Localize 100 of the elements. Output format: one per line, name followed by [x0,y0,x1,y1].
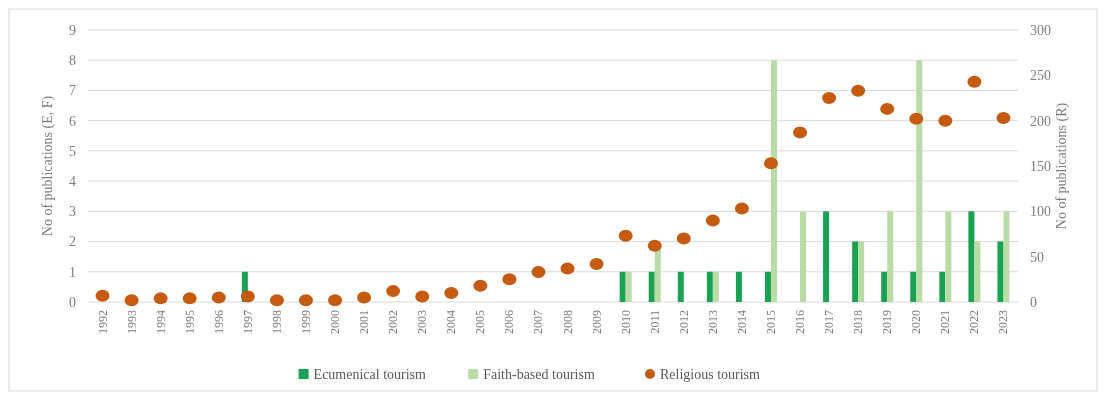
bar [1003,211,1010,302]
x-tick-label: 1998 [269,310,284,334]
y2-tick-label: 250 [1030,68,1051,84]
x-tick-label: 2000 [328,310,343,334]
point [618,229,633,242]
y-tick-label: 5 [69,143,76,159]
x-tick-label: 2007 [531,310,546,334]
x-tick-label: 2008 [560,310,575,334]
point [444,286,459,299]
point [269,294,284,307]
x-tick-label: 2010 [618,310,633,334]
point [793,126,808,139]
x-tick-label: 2017 [822,310,837,334]
point [153,292,168,305]
bar [625,271,632,302]
x-tick-label: 2011 [647,310,662,334]
bar [619,271,626,302]
point [705,214,720,227]
legend-label: Ecumenical tourism [313,366,427,382]
x-tick-label: 2013 [705,310,720,334]
x-tick-label: 1995 [182,310,197,334]
y-tick-label: 3 [69,204,76,220]
point [909,112,924,125]
bar [916,60,923,302]
y2-tick-label: 300 [1030,22,1051,38]
x-tick-label: 1992 [95,310,110,334]
point [734,202,749,215]
bar [968,211,975,302]
bar [770,60,777,302]
point [938,114,953,127]
y2-tick-label: 0 [1030,294,1037,310]
bar [735,271,742,302]
x-tick-label: 2022 [967,310,982,334]
y-tick-label: 7 [69,83,76,99]
y2-tick-label: 100 [1030,204,1051,220]
bar [939,271,946,302]
point [676,232,691,245]
bar [945,211,952,302]
bar [764,271,771,302]
x-tick-label: 2021 [938,310,953,334]
point [415,290,430,303]
point [328,294,343,307]
x-tick-label: 2014 [734,310,749,334]
point [996,111,1011,124]
y-tick-label: 2 [69,234,76,250]
legend-label: Faith-based tourism [483,366,595,382]
point [967,75,982,88]
bar [858,241,865,302]
point [851,84,866,97]
x-tick-label: 2006 [502,310,517,334]
bar [800,211,807,302]
point [298,294,313,307]
bar [648,271,655,302]
y-tick-label: 6 [69,113,76,129]
x-tick-label: 2003 [415,310,430,334]
point [560,262,575,275]
y-tick-label: 8 [69,53,76,69]
bar [852,241,859,302]
bar [677,271,684,302]
y-tick-label: 9 [69,22,76,38]
point [502,273,517,286]
point [95,289,110,302]
point [357,291,372,304]
bar [887,211,894,302]
point [473,279,488,292]
x-tick-label: 2009 [589,310,604,334]
bar [712,271,719,302]
y-tick-label: 0 [69,294,76,310]
point [763,157,778,170]
point [124,294,139,307]
bar [997,241,1004,302]
bar [974,241,981,302]
point [589,257,604,270]
y-axis-title: No of publications (E, F) [40,95,56,237]
legend-label: Religious tourism [660,366,761,382]
x-tick-label: 2002 [386,310,401,334]
point [647,239,662,252]
x-tick-label: 1994 [153,310,168,334]
point [531,266,546,279]
point [211,291,226,304]
x-tick-label: 2023 [996,310,1011,334]
bar [881,271,888,302]
x-tick-label: 2019 [880,310,895,334]
x-tick-label: 2015 [763,310,778,334]
bar [910,271,917,302]
x-tick-label: 2004 [444,310,459,334]
point [182,292,197,305]
x-tick-label: 2012 [676,310,691,334]
y2-tick-label: 150 [1030,158,1051,174]
point [880,102,895,115]
x-tick-label: 2020 [909,310,924,334]
point [386,285,401,298]
x-tick-label: 2016 [793,310,808,334]
bar [823,211,830,302]
point [240,290,255,303]
x-tick-label: 1999 [298,310,313,334]
y2-tick-label: 50 [1030,249,1044,265]
bar [706,271,713,302]
x-tick-label: 2001 [357,310,372,334]
x-tick-label: 2018 [851,310,866,334]
